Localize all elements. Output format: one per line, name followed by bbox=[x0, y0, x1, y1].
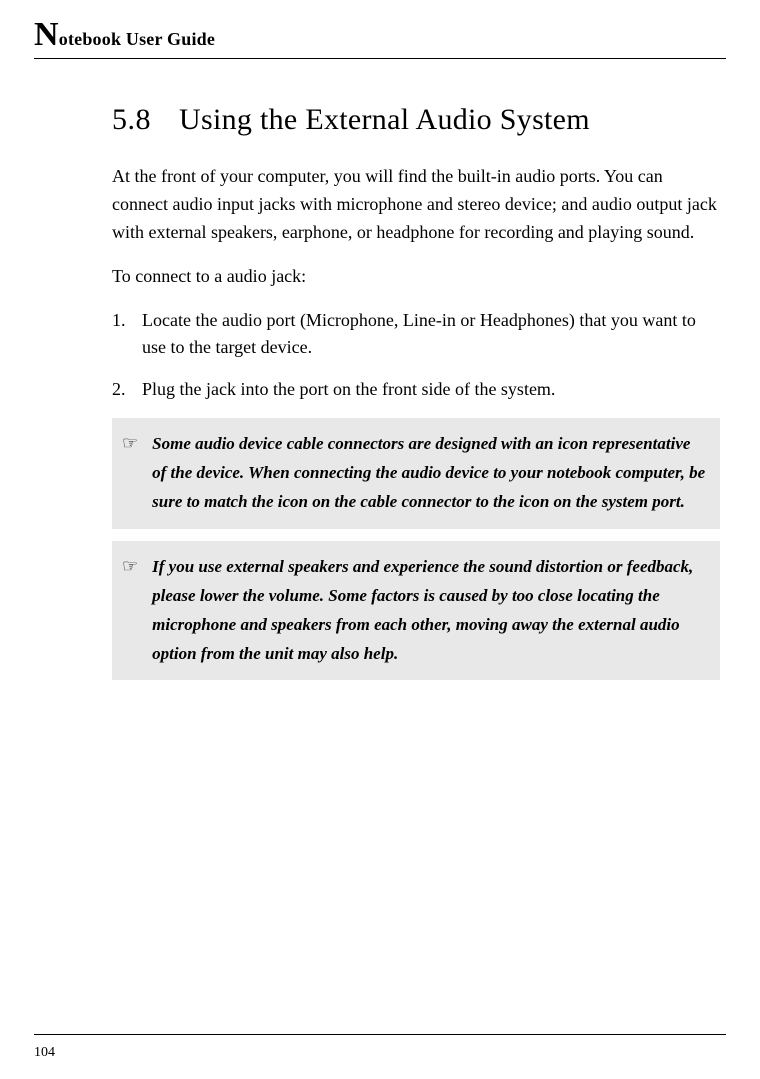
pointing-hand-icon: ☞ bbox=[122, 430, 138, 517]
list-marker: 2. bbox=[112, 376, 142, 404]
note-text: If you use external speakers and experie… bbox=[152, 553, 706, 669]
section-title: Using the External Audio System bbox=[179, 103, 590, 137]
note-text: Some audio device cable connectors are d… bbox=[152, 430, 706, 517]
list-item: 2. Plug the jack into the port on the fr… bbox=[112, 376, 720, 404]
lead-in-paragraph: To connect to a audio jack: bbox=[112, 263, 720, 291]
note-callout: ☞ If you use external speakers and exper… bbox=[112, 541, 720, 681]
note-callout: ☞ Some audio device cable connectors are… bbox=[112, 418, 720, 529]
list-marker: 1. bbox=[112, 307, 142, 363]
list-item: 1. Locate the audio port (Microphone, Li… bbox=[112, 307, 720, 363]
intro-paragraph: At the front of your computer, you will … bbox=[112, 163, 720, 247]
header-text: otebook User Guide bbox=[59, 29, 215, 49]
running-header: Notebook User Guide bbox=[34, 18, 726, 52]
section-number: 5.8 bbox=[112, 103, 151, 137]
pointing-hand-icon: ☞ bbox=[122, 553, 138, 669]
content-area: 5.8 Using the External Audio System At t… bbox=[34, 59, 726, 680]
list-text: Locate the audio port (Microphone, Line-… bbox=[142, 307, 720, 363]
footer-rule bbox=[34, 1034, 726, 1035]
document-page: Notebook User Guide 5.8 Using the Extern… bbox=[0, 0, 760, 1079]
page-number: 104 bbox=[34, 1045, 55, 1061]
ordered-list: 1. Locate the audio port (Microphone, Li… bbox=[112, 307, 720, 405]
list-text: Plug the jack into the port on the front… bbox=[142, 376, 720, 404]
section-heading: 5.8 Using the External Audio System bbox=[112, 103, 720, 137]
header-dropcap: N bbox=[34, 16, 59, 53]
